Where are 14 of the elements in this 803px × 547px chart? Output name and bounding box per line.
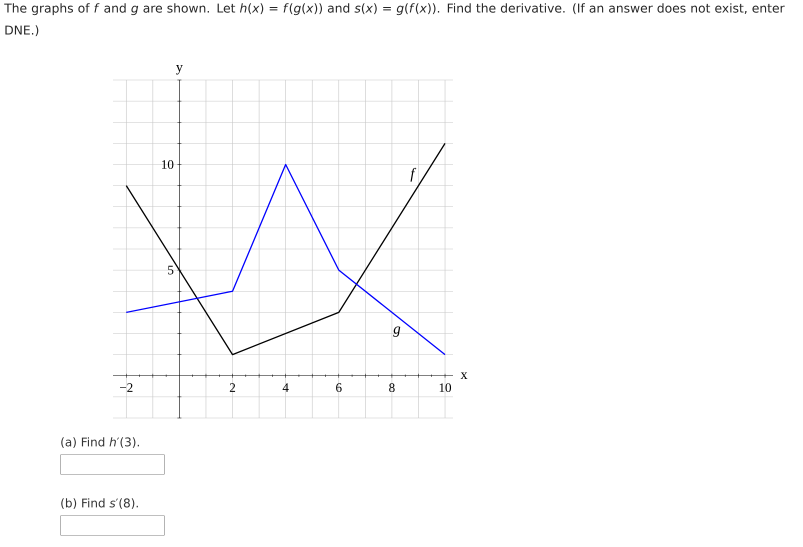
text: (a) Find h′(3). xyxy=(61,437,139,448)
x-tick-label: 10 xyxy=(440,383,452,392)
x-tick-label: 8 xyxy=(389,383,395,392)
x-tick-label: 2 xyxy=(230,383,236,392)
series-label: g xyxy=(393,326,400,337)
x-tick-label: 6 xyxy=(336,383,342,392)
x-tick-label: −2 xyxy=(120,383,132,392)
text: (b) Find s′(8). xyxy=(61,498,138,509)
y-tick-label: 5 xyxy=(168,266,174,274)
x-tick-label: 4 xyxy=(282,383,289,392)
y-axis-title: y xyxy=(176,65,183,74)
x-axis-title: x xyxy=(460,372,468,379)
series-label: f xyxy=(410,168,416,182)
chart-title: The graphs of f and g are shown. Let h(x) = f(g(x)) and s(x) = g(f(x)). Find the derivative. (If an answer does not exist, enter DNE.) xyxy=(4,3,785,36)
